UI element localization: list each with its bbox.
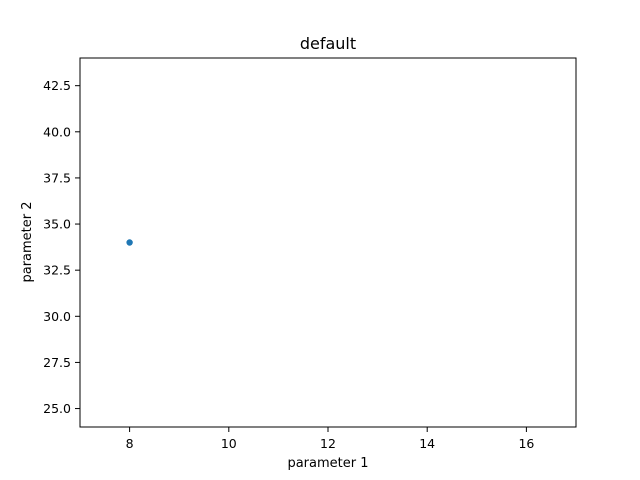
x-axis-ticks: 8 10 12 14 16	[126, 427, 534, 451]
x-tick-label: 8	[126, 436, 134, 451]
plot-background	[80, 58, 576, 427]
x-tick-label: 10	[221, 436, 237, 451]
y-axis-ticks: 25.0 27.5 30.0 32.5 35.0 37.5 40.0 42.5	[43, 78, 80, 416]
scatter-point	[126, 239, 133, 246]
plot-frame	[79, 57, 577, 428]
x-tick-label: 16	[518, 436, 534, 451]
y-tick-label: 27.5	[43, 355, 71, 370]
y-tick-label: 25.0	[43, 401, 71, 416]
x-tick-label: 14	[419, 436, 435, 451]
y-tick-label: 37.5	[43, 170, 71, 185]
y-tick-label: 30.0	[43, 309, 71, 324]
y-tick-label: 40.0	[43, 124, 71, 139]
y-tick-label: 32.5	[43, 263, 71, 278]
y-tick-label: 42.5	[43, 78, 71, 93]
y-axis-label: parameter 2	[20, 201, 35, 282]
data-points	[126, 239, 133, 246]
y-tick-label: 35.0	[43, 217, 71, 232]
plot-area	[80, 58, 576, 427]
x-axis-label: parameter 1	[287, 456, 368, 471]
x-tick-label: 12	[320, 436, 336, 451]
chart-title: default	[300, 34, 356, 53]
